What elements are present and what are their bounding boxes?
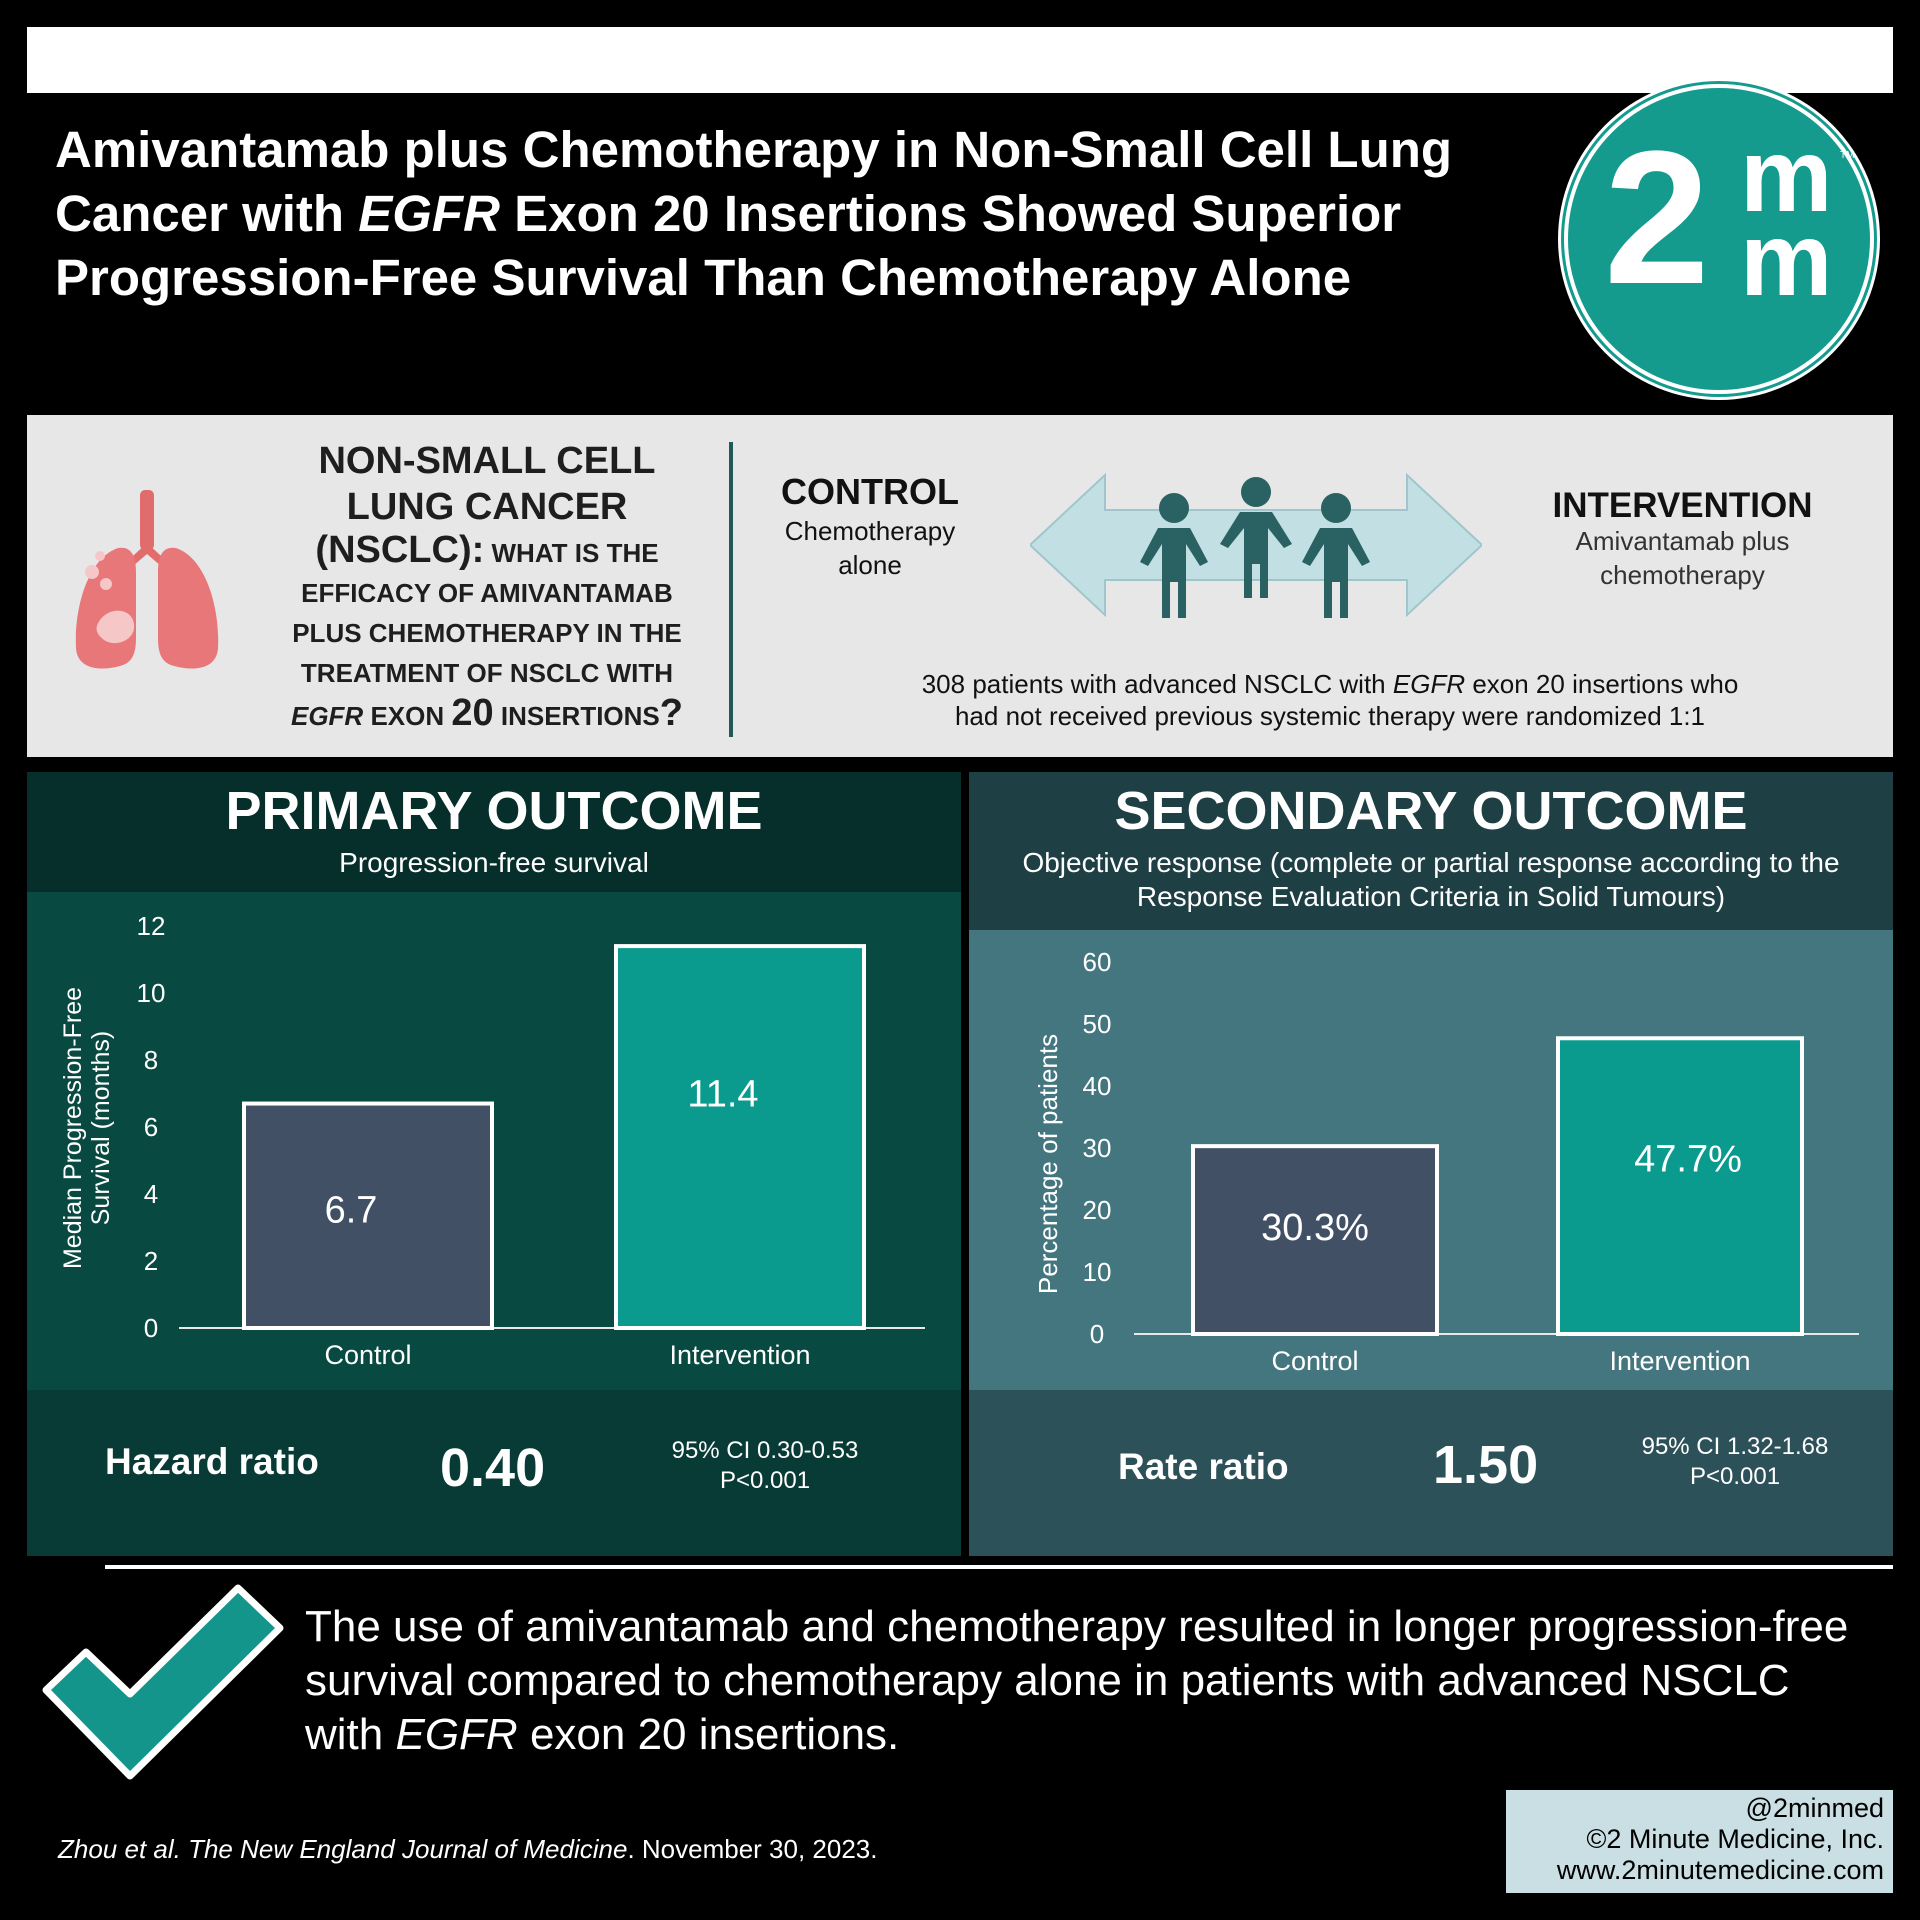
checkmark-icon [42, 1584, 284, 1780]
research-question: NON-SMALL CELL LUNG CANCER (NSCLC): WHAT… [290, 440, 683, 734]
primary-stat-bg [27, 1390, 961, 1556]
intervention-heading: INTERVENTION [1552, 486, 1813, 525]
y-tick-label: 6 [144, 1112, 158, 1142]
primary-header-bg [27, 772, 961, 892]
secondary-stat-bg [969, 1390, 1893, 1556]
page-title: Amivantamab plus Chemotherapy in Non-Sma… [55, 121, 1453, 306]
secondary-header-bg [969, 772, 1893, 930]
bar-intervention [614, 944, 866, 1330]
primary-outcome-subtitle: Progression-free survival [339, 847, 649, 878]
patients-icon [1140, 477, 1370, 618]
bar-value-label: 6.7 [325, 1190, 378, 1232]
y-tick-label: 40 [1083, 1071, 1112, 1101]
hazard-ratio-label: Hazard ratio [105, 1441, 319, 1482]
x-tick-label: Control [324, 1340, 411, 1370]
conclusion-text: The use of amivantamab and chemotherapy … [305, 1602, 1849, 1759]
y-axis-label: Median Progression-FreeSurvival (months) [59, 987, 115, 1269]
y-tick-label: 0 [144, 1313, 158, 1343]
bar-control [242, 1101, 494, 1330]
primary-outcome-title: PRIMARY OUTCOME [225, 781, 763, 841]
vertical-divider [729, 442, 733, 737]
y-tick-label: 30 [1083, 1133, 1112, 1163]
secondary-outcome-title: SECONDARY OUTCOME [1114, 781, 1748, 841]
y-axis-label-line2: Survival (months) [87, 1031, 115, 1226]
top-strip [27, 27, 1893, 93]
y-tick-label: 0 [1090, 1319, 1104, 1349]
lungs-icon [75, 490, 219, 669]
y-tick-label: 10 [1083, 1257, 1112, 1287]
title-gene-italic: EGFR [358, 185, 500, 242]
population-note: 308 patients with advanced NSCLC with EG… [921, 669, 1739, 731]
study-band [27, 415, 1893, 757]
logo-digit: 2 [1604, 112, 1710, 324]
rate-ratio-ci: 95% CI 1.32-1.68 P<0.001 [1641, 1433, 1829, 1490]
y-tick-label: 8 [144, 1045, 158, 1075]
control-description: Chemotherapy alone [784, 516, 956, 580]
credit-text: @2minmed ©2 Minute Medicine, Inc. www.2min… [1556, 1793, 1884, 1885]
control-heading: CONTROL [781, 471, 959, 512]
randomization-arrow-icon [1030, 472, 1482, 618]
x-tick-label: Control [1271, 1346, 1358, 1376]
y-tick-label: 20 [1083, 1195, 1112, 1225]
intervention-description: Amivantamab plus chemotherapy [1575, 526, 1790, 590]
y-tick-label: 12 [137, 911, 166, 941]
bar-value-label: 11.4 [687, 1073, 758, 1115]
y-tick-label: 50 [1083, 1009, 1112, 1039]
citation: Zhou et al. The New England Journal of M… [58, 1834, 878, 1864]
y-tick-label: 10 [137, 978, 166, 1008]
logo-letter-bottom: m [1740, 202, 1833, 318]
logo-2m [1564, 84, 1874, 394]
secondary-outcome-subtitle: Objective response (complete or partial … [1022, 847, 1840, 912]
hazard-ratio-value: 0.40 [440, 1438, 546, 1498]
response-bar-chart: 0 10 20 30 40 50 60 30.3% Control 47.7% Interventi… [1033, 947, 1859, 1376]
rate-ratio-label: Rate ratio [1118, 1446, 1289, 1487]
bar-control [1191, 1144, 1439, 1336]
conclusion-box [105, 1565, 1893, 1790]
logo-trademark: TM [1840, 150, 1855, 161]
y-tick-label: 4 [144, 1179, 158, 1209]
y-tick-label: 2 [144, 1246, 158, 1276]
y-axis-label-line1: Median Progression-Free [59, 987, 87, 1269]
bar-value-label: 47.7% [1634, 1138, 1742, 1180]
y-axis-label: Percentage of patients [1033, 1034, 1063, 1294]
hazard-ratio-ci: 95% CI 0.30-0.53 P<0.001 [671, 1437, 859, 1494]
x-tick-label: Intervention [1609, 1346, 1750, 1376]
rate-ratio-value: 1.50 [1433, 1435, 1539, 1495]
x-tick-label: Intervention [669, 1340, 810, 1370]
bar-value-label: 30.3% [1261, 1207, 1369, 1249]
credit-box [1506, 1790, 1893, 1893]
pfs-bar-chart: 0 2 4 6 8 10 12 6.7 Control 11.4 Intervention Media… [59, 911, 925, 1370]
bar-intervention [1556, 1036, 1804, 1336]
y-tick-label: 60 [1083, 947, 1112, 977]
logo-letter-top: m [1740, 118, 1833, 234]
